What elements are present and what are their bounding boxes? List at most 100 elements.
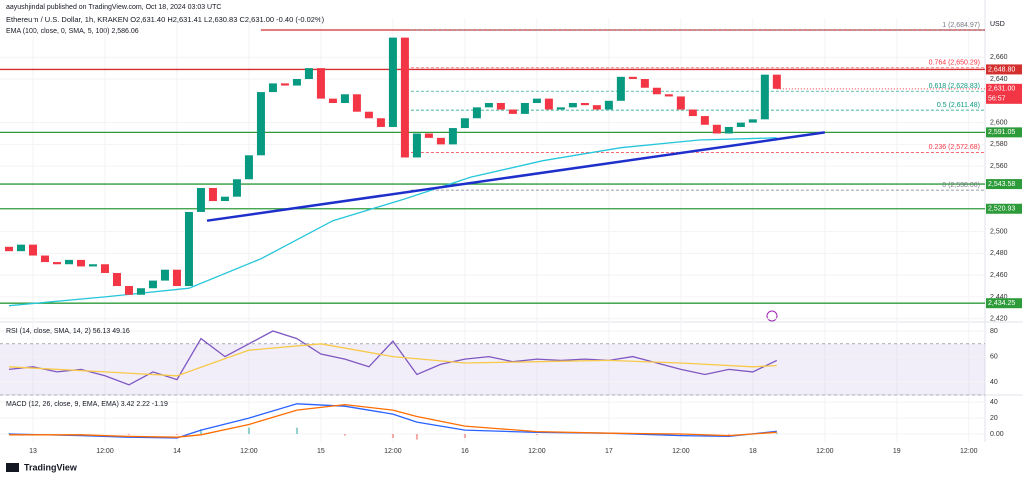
candle-body	[40, 255, 49, 263]
y-tick-label: 2,560	[990, 163, 1008, 170]
y-tick-label: 20	[990, 415, 998, 422]
ema-legend: EMA (100, close, 0, SMA, 5, 100) 2,586.0…	[6, 28, 139, 35]
y-tick-label: 2,440	[990, 294, 1008, 301]
x-tick-label: 12:00	[240, 448, 258, 455]
candle-body	[604, 100, 613, 110]
candle-body	[292, 79, 301, 86]
level-label: 2,434.25	[988, 300, 1015, 307]
logo: TradingView	[24, 462, 78, 472]
fib-label: 0 (2,538.00)	[942, 182, 980, 189]
candle-body	[676, 96, 685, 110]
candle-body	[424, 133, 433, 138]
histogram-bar	[295, 427, 298, 435]
candle-body	[304, 68, 313, 80]
histogram-bar	[415, 434, 418, 440]
histogram-bar	[175, 434, 178, 435]
candle-body	[256, 92, 265, 156]
candle-body	[4, 246, 13, 252]
candle-body	[664, 94, 673, 97]
candle-body	[556, 107, 565, 110]
candle-body	[244, 155, 253, 180]
candle-body	[376, 118, 385, 127]
candle-body	[280, 83, 289, 86]
y-tick-label: 0.00	[990, 431, 1004, 438]
candle-body	[628, 76, 637, 80]
x-tick-label: 12:00	[528, 448, 546, 455]
candle-body	[736, 122, 745, 127]
histogram-bar	[7, 433, 10, 435]
candle-body	[112, 272, 121, 287]
x-tick-label: 12:00	[672, 448, 690, 455]
level-label: 2,543.58	[988, 181, 1015, 188]
histogram-bar	[391, 434, 394, 439]
level-label: 2,591.05	[988, 129, 1015, 136]
candle-body	[724, 126, 733, 134]
symbol-legend: Ethereum / U.S. Dollar, 1h, KRAKEN O2,63…	[6, 15, 325, 24]
level-label-box	[986, 203, 1022, 214]
x-tick-label: 15	[317, 448, 325, 455]
candle-body	[436, 137, 445, 145]
level-label-box	[986, 64, 1022, 75]
y-tick-label: 60	[990, 353, 998, 360]
candle-body	[52, 262, 61, 265]
candle-body	[568, 102, 577, 108]
candle-body	[220, 196, 229, 202]
author: aayushjindal published on TradingView.co…	[6, 4, 221, 11]
pane-legend: MACD (12, 26, close, 9, EMA, EMA) 3.42 2…	[6, 401, 168, 408]
pane-legend: RSI (14, close, SMA, 14, 2) 56.13 49.16	[6, 328, 130, 335]
candle-body	[544, 98, 553, 110]
candle-body	[208, 187, 217, 202]
fib-label: 1 (2,684.97)	[942, 22, 980, 29]
candle-body	[388, 37, 397, 127]
level-label-box	[986, 127, 1022, 138]
rsi-line	[8, 330, 778, 386]
fib-label: 0.236 (2,572.68)	[929, 144, 980, 151]
candle-body	[100, 264, 109, 273]
last-price-box	[986, 83, 1022, 104]
candle-body	[484, 102, 493, 108]
histogram-bar	[679, 434, 682, 436]
candle-body	[172, 269, 181, 287]
candle-body	[340, 94, 349, 103]
histogram-bar	[199, 429, 202, 435]
fib-label: 0.764 (2,650.29)	[929, 60, 980, 67]
level-label-box	[986, 179, 1022, 190]
fib-label: 0.5 (2,611.48)	[937, 102, 980, 109]
candle-body	[460, 118, 469, 129]
level-label: 2,648.80	[988, 66, 1015, 73]
trend-line	[206, 131, 825, 222]
y-tick-label: 2,460	[990, 272, 1008, 279]
candle-body	[88, 264, 97, 267]
last-price-label: 2,631.00	[988, 86, 1015, 93]
candle-body	[652, 87, 661, 95]
candle-body	[472, 107, 481, 119]
histogram-bar	[727, 434, 730, 435]
x-tick-label: 12:00	[96, 448, 114, 455]
x-tick-label: 17	[605, 448, 613, 455]
x-tick-label: 16	[461, 448, 469, 455]
x-tick-label: 18	[749, 448, 757, 455]
candle-body	[496, 102, 505, 110]
y-tick-label: 2,660	[990, 54, 1008, 61]
candle-body	[196, 187, 205, 212]
ema-line	[8, 137, 777, 307]
histogram-bar	[247, 427, 250, 435]
macd-line	[9, 403, 777, 438]
y-tick-label: 40	[990, 399, 998, 406]
candle-body	[136, 288, 145, 295]
fib-label: 0.618 (2,628.83)	[929, 83, 980, 90]
x-tick-label: 19	[893, 448, 901, 455]
candle-body	[232, 179, 241, 197]
histogram-bar	[463, 434, 466, 439]
candle-body	[328, 98, 337, 103]
candle-body	[640, 79, 649, 88]
histogram-bar	[343, 434, 346, 436]
x-tick-label: 13	[29, 448, 37, 455]
candle-body	[448, 128, 457, 145]
candle-body	[580, 102, 589, 106]
countdown: 56:57	[988, 96, 1006, 103]
candle-body	[520, 102, 529, 114]
candle-body	[352, 94, 361, 112]
histogram-bar	[127, 434, 130, 435]
